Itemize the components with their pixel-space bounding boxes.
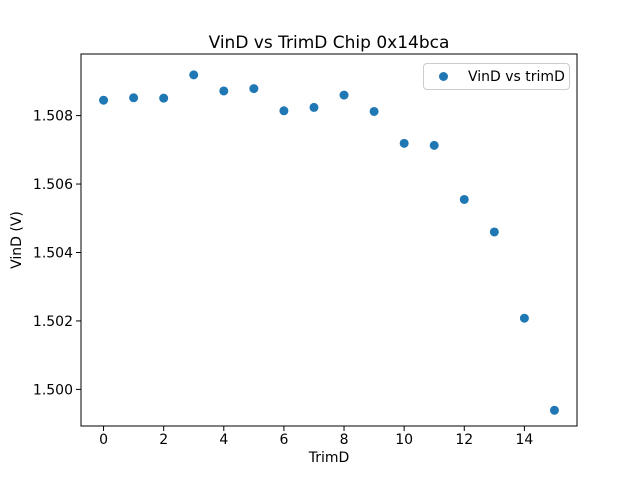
data-point — [219, 86, 229, 96]
data-point — [189, 70, 199, 80]
y-tick-label: 1.500 — [33, 382, 73, 398]
data-point — [279, 106, 289, 116]
chart-title: VinD vs TrimD Chip 0x14bca — [208, 33, 450, 53]
data-point — [129, 93, 139, 103]
x-tick-label: 12 — [455, 432, 473, 448]
data-point — [249, 84, 259, 94]
x-tick-label: 0 — [99, 432, 108, 448]
data-point — [459, 194, 469, 204]
y-tick-label: 1.504 — [33, 245, 73, 261]
data-point — [519, 313, 529, 323]
y-tick-label: 1.508 — [33, 109, 73, 125]
x-tick-label: 14 — [515, 432, 533, 448]
x-tick-label: 8 — [340, 432, 349, 448]
data-point — [369, 106, 379, 116]
data-point — [399, 138, 409, 148]
x-tick-label: 10 — [395, 432, 413, 448]
data-point — [159, 93, 169, 103]
y-tick-label: 1.502 — [33, 314, 73, 330]
y-tick-label: 1.506 — [33, 177, 73, 193]
data-point — [549, 405, 559, 415]
legend: VinD vs trimD — [423, 63, 570, 90]
data-point — [99, 95, 109, 105]
data-point — [429, 140, 439, 150]
plot-frame — [80, 53, 578, 427]
data-point — [489, 227, 499, 237]
legend-marker-icon — [439, 72, 448, 81]
x-tick-label: 6 — [279, 432, 288, 448]
x-tick-label: 2 — [159, 432, 168, 448]
x-axis-label: TrimD — [308, 450, 350, 466]
x-tick-label: 4 — [219, 432, 228, 448]
data-point — [339, 90, 349, 100]
data-point — [309, 102, 319, 112]
legend-label: VinD vs trimD — [468, 68, 565, 85]
y-axis-label: VinD (V) — [9, 211, 25, 269]
